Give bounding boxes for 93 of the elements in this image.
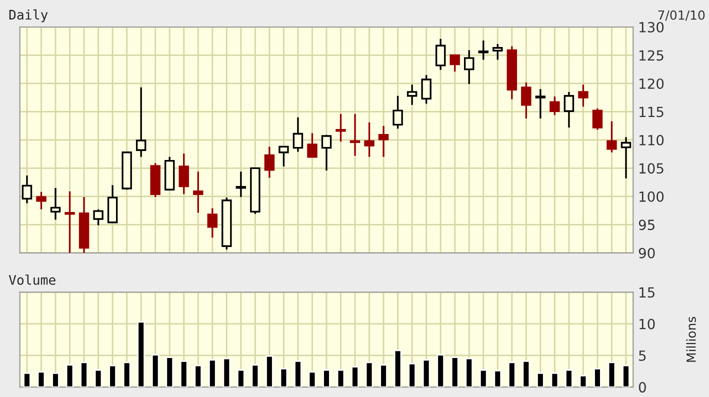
bar — [608, 362, 616, 388]
bar — [465, 358, 474, 388]
bar — [422, 359, 430, 388]
candlestick — [464, 49, 474, 85]
candlestick — [592, 107, 603, 131]
candlestick — [278, 146, 289, 168]
candlestick — [535, 88, 546, 120]
bar — [622, 364, 630, 388]
candlestick — [406, 84, 418, 106]
bar — [508, 362, 516, 388]
bar — [122, 362, 131, 388]
bar — [180, 360, 188, 388]
bar — [266, 355, 274, 388]
bar — [66, 364, 74, 388]
candlestick — [521, 82, 532, 120]
bar — [380, 364, 388, 388]
y-tick-label: 125 — [640, 50, 664, 61]
candlestick — [136, 86, 146, 158]
bar — [151, 354, 160, 388]
bar — [365, 362, 374, 388]
candlestick — [364, 122, 374, 158]
candlestick — [606, 120, 617, 154]
candlestick — [378, 124, 389, 158]
y-tick-label: 115 — [640, 106, 664, 118]
candlestick — [64, 190, 75, 253]
candlestick — [193, 170, 204, 214]
candlestick — [292, 116, 304, 153]
bar — [80, 362, 88, 388]
bar — [522, 360, 530, 388]
candlestick — [421, 74, 432, 105]
bar — [408, 362, 416, 388]
candlestick — [478, 40, 488, 61]
y-tick-label: 120 — [640, 78, 664, 89]
bar — [394, 350, 402, 388]
bar — [194, 364, 202, 388]
bar — [237, 369, 245, 388]
y-tick-label: 90 — [638, 248, 655, 258]
bar — [37, 371, 46, 388]
candlestick — [350, 113, 360, 157]
y-tick-label: 5 — [639, 350, 646, 361]
candlestick — [236, 170, 246, 198]
bar — [222, 358, 231, 388]
bar — [494, 370, 502, 388]
candlestick — [36, 191, 46, 210]
bar — [536, 372, 544, 388]
candlestick — [564, 91, 574, 128]
y-tick-label: 95 — [638, 220, 654, 230]
bar — [23, 372, 31, 388]
candlestick — [336, 113, 346, 142]
candlestick — [492, 43, 503, 61]
candlestick — [321, 134, 332, 172]
bar — [322, 369, 330, 388]
candlestick — [450, 54, 460, 72]
bar — [308, 371, 316, 388]
chart-title: Volume — [8, 274, 56, 285]
bar — [294, 360, 302, 388]
bar — [280, 368, 288, 388]
y-tick-label: 0 — [638, 382, 646, 393]
candlestick — [93, 208, 104, 226]
bar — [166, 356, 174, 388]
bar — [594, 368, 602, 388]
y-tick-label: 100 — [640, 191, 664, 202]
bar — [436, 354, 444, 388]
bar — [137, 321, 145, 388]
y-tick-label: 15 — [640, 287, 654, 298]
y-tick-label: 10 — [640, 318, 655, 330]
candlestick — [550, 96, 560, 116]
text: 7/01/10 — [658, 10, 705, 21]
y-tick-label: 110 — [640, 134, 664, 146]
candlestick — [50, 187, 61, 220]
candlestick — [392, 95, 403, 130]
bar — [450, 356, 459, 388]
candlestick — [264, 146, 275, 179]
bar — [565, 369, 573, 388]
y-tick-label: 105 — [640, 163, 664, 174]
y-axis-title: Millions — [686, 316, 696, 362]
bar — [351, 366, 359, 388]
bar — [208, 359, 216, 388]
chart-title: Daily — [9, 9, 48, 22]
bar — [336, 369, 345, 388]
candlestick — [435, 38, 446, 71]
candlestick — [307, 132, 318, 158]
bar — [52, 372, 60, 388]
bar — [479, 369, 488, 388]
candlestick — [578, 84, 588, 108]
bar — [108, 364, 116, 388]
candlestick — [207, 207, 218, 238]
bar — [579, 374, 588, 388]
bar — [550, 372, 559, 388]
candlestick — [178, 152, 189, 195]
bar — [251, 364, 260, 388]
bar — [94, 369, 102, 388]
y-tick-label: 130 — [640, 22, 664, 32]
